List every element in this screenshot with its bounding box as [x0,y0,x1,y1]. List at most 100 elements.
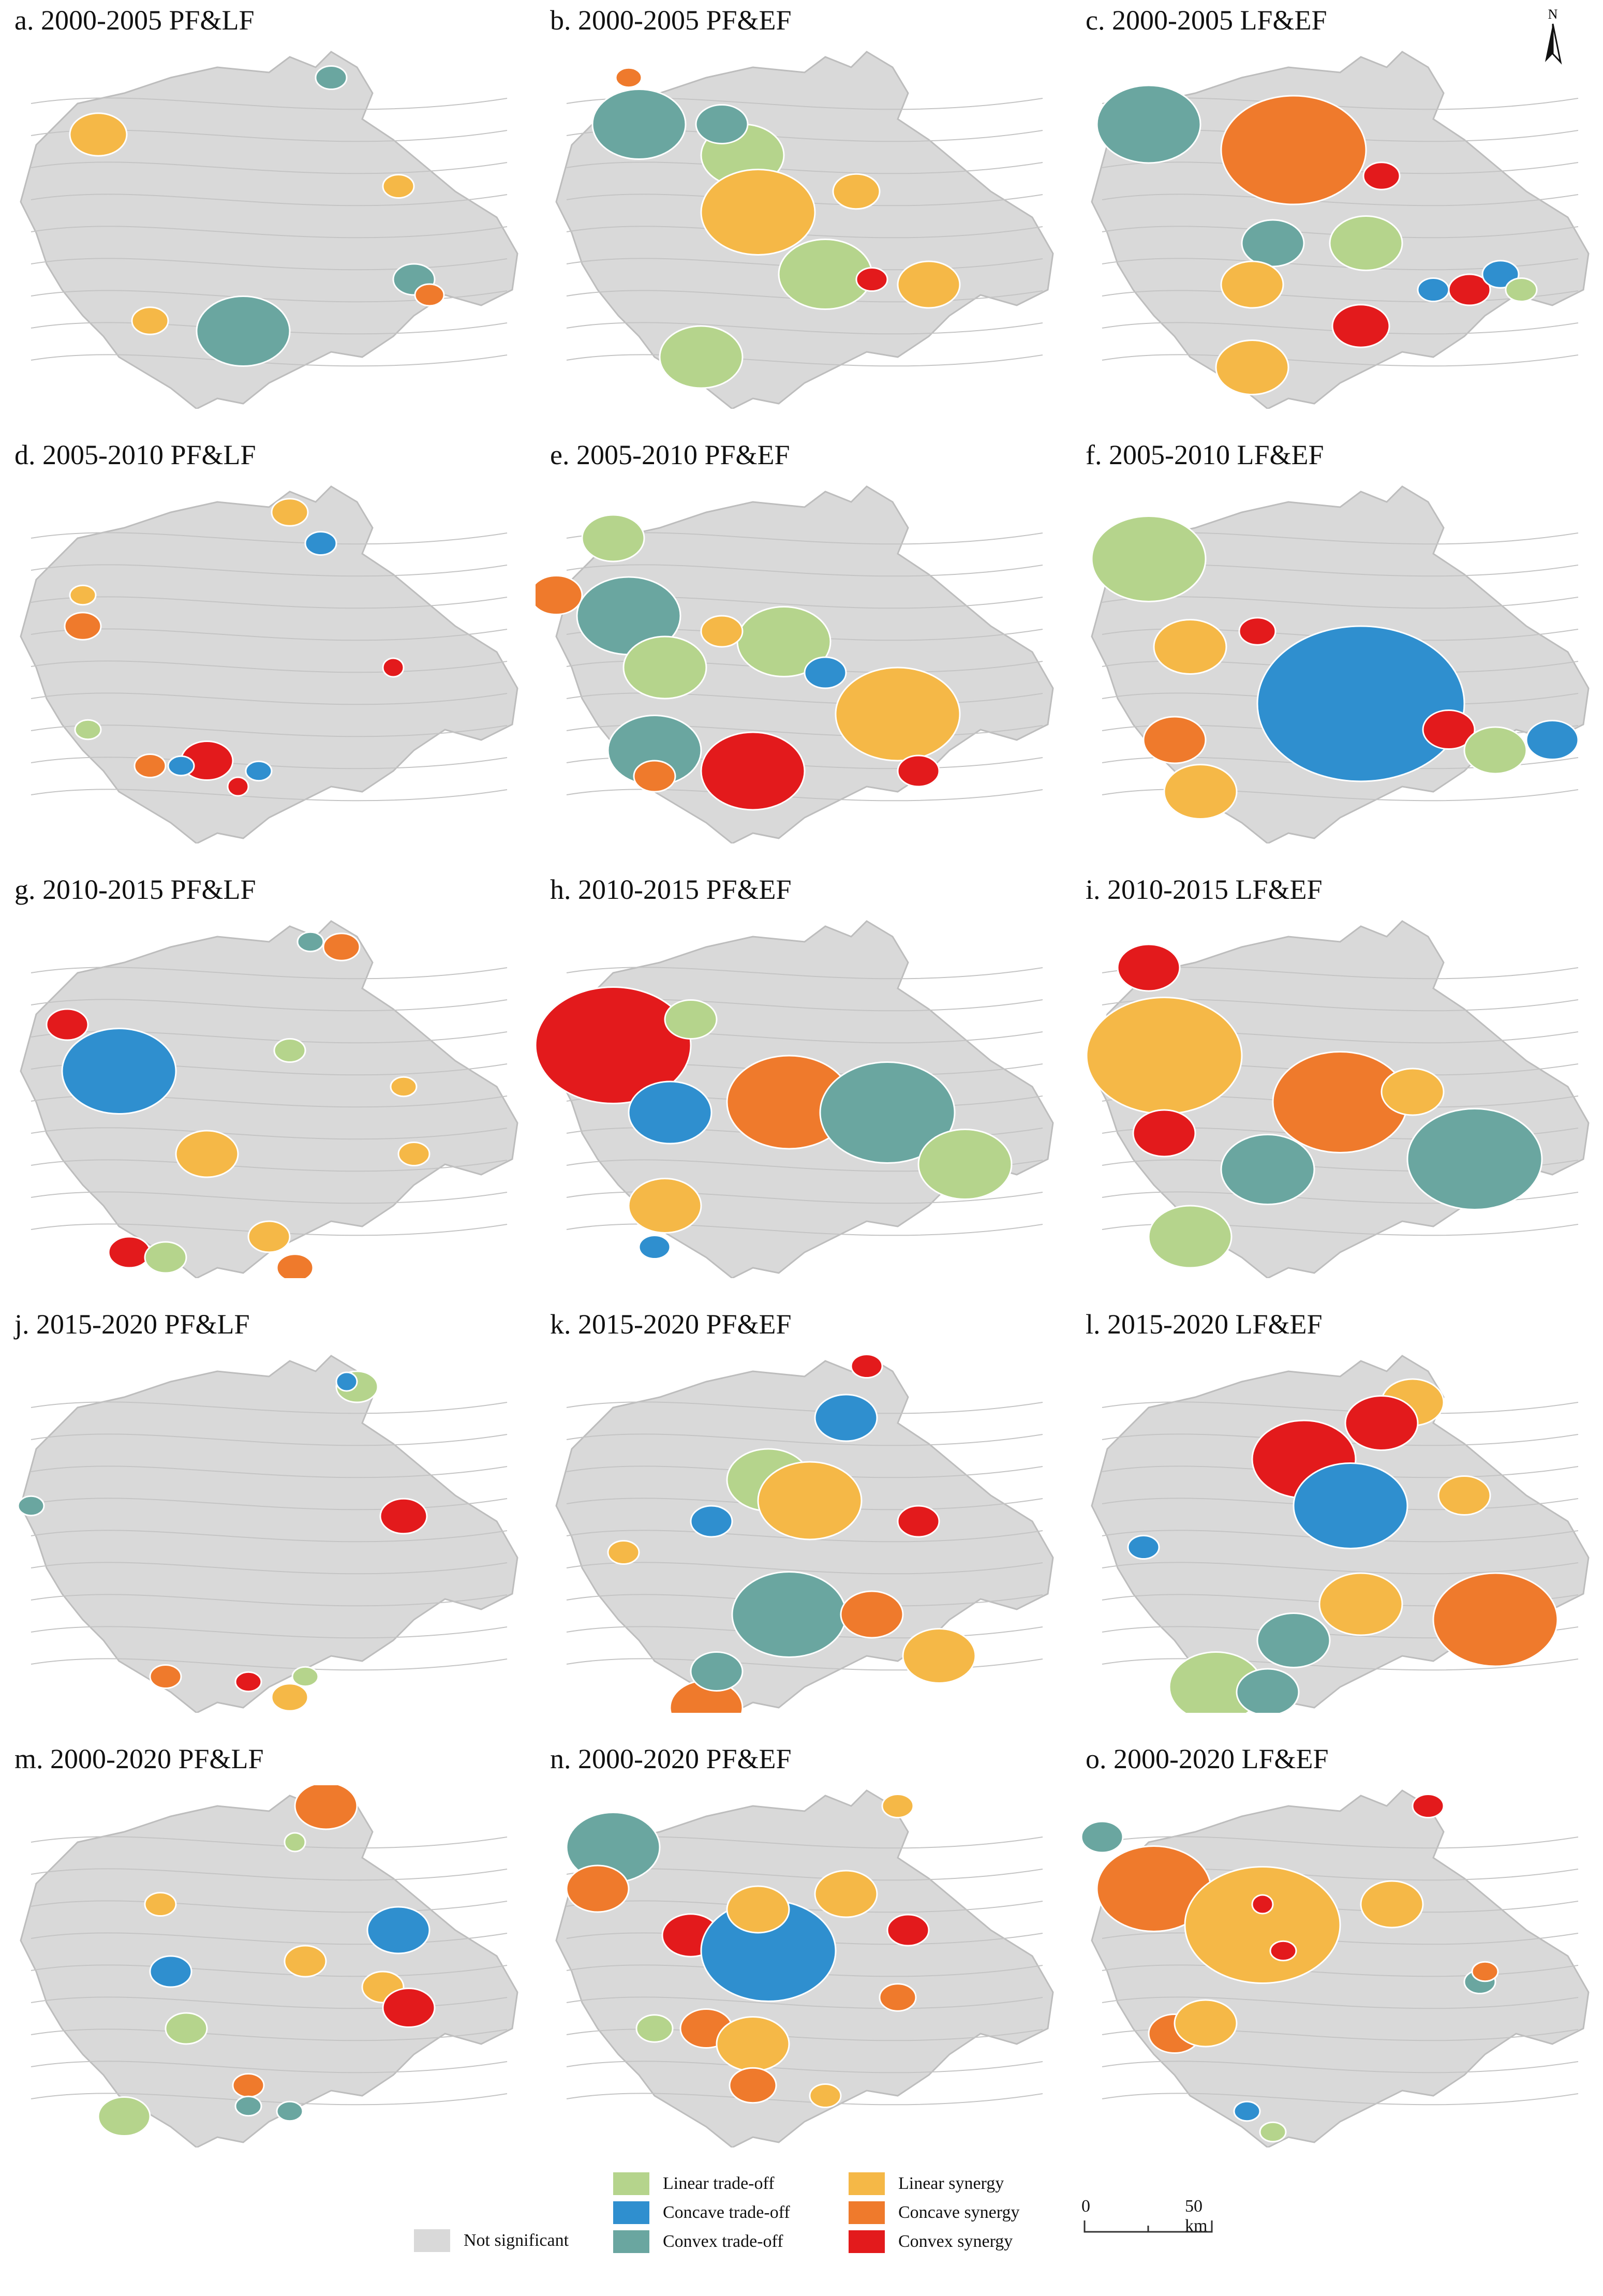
county-boundary-line [566,354,1043,367]
county-boundary-line [1102,1401,1579,1414]
county-boundary-line [1102,1996,1579,2009]
county-concave-tradeoff [245,760,273,782]
county-linear-tradeoff [659,325,744,389]
panel-g: g. 2010-2015 PF&LF [0,869,528,1294]
panel-g-label: g. 2010-2015 PF&LF [14,874,256,905]
county-boundary-line [566,967,1043,980]
county-linear-synergy [716,2016,790,2072]
panel-h-label: h. 2010-2015 PF&EF [550,874,792,905]
county-linear-synergy [397,1142,431,1166]
county-boundary-line [31,999,508,1012]
county-convex-synergy [1422,709,1476,750]
north-arrow-icon: N [1545,7,1562,65]
panel-a-label: a. 2000-2005 PF&LF [14,5,255,36]
county-convex-synergy [1132,1109,1196,1158]
county-boundary-line [1102,1836,1579,1849]
county-linear-synergy [271,1683,309,1712]
county-linear-synergy [1215,339,1289,395]
panel-l: l. 2015-2020 LF&EF [1071,1304,1599,1728]
county-boundary-line [31,194,508,206]
legend-swatch-convex-tradeoff [613,2230,649,2253]
legend-item-convex-synergy: Convex synergy [849,2226,1013,2257]
county-boundary-line [31,2061,508,2073]
county-linear-tradeoff [273,1038,306,1063]
panel-c-label: c. 2000-2005 LF&EF [1086,5,1327,36]
legend-item-linear-synergy: Linear synergy [849,2168,1004,2199]
county-boundary-line [31,660,508,673]
county-convex-tradeoff [690,1651,744,1692]
panel-m: m. 2000-2020 PF&LF [0,1739,528,2163]
county-concave-synergy [615,67,643,88]
county-boundary-line [31,1223,508,1236]
county-linear-synergy [144,1892,177,1917]
legend-item-convex-tradeoff: Convex trade-off [613,2226,783,2257]
county-concave-synergy [322,932,361,961]
legend-swatch-convex-synergy [849,2230,885,2253]
county-boundary-line [31,757,508,769]
legend: Not significant Linear trade-off Concave… [0,2163,1603,2296]
county-linear-synergy [700,169,816,256]
scale-label-zero: 0 [1081,2197,1090,2216]
county-convex-synergy [1331,304,1390,348]
county-linear-synergy [390,1076,418,1098]
county-boundary-line [31,1530,508,1543]
county-concave-synergy [276,1253,314,1278]
panel-b-map [555,51,1054,409]
legend-swatch-linear-tradeoff [613,2172,649,2195]
county-convex-tradeoff [819,1061,956,1164]
county-boundary-line [31,1868,508,1881]
panel-e: e. 2005-2010 PF&EF [536,435,1063,859]
county-convex-synergy [108,1236,151,1269]
panel-k: k. 2015-2020 PF&EF [536,1304,1063,1728]
legend-label-concave-synergy: Concave synergy [898,2203,1020,2222]
panel-d: d. 2005-2010 PF&LF [0,435,528,859]
county-linear-tradeoff [1148,1205,1233,1269]
county-convex-tradeoff [1256,1612,1331,1668]
county-concave-synergy [414,283,445,307]
county-linear-synergy [902,1628,976,1684]
county-concave-synergy [1142,716,1207,764]
county-linear-synergy [897,260,961,309]
county-concave-synergy [1432,1572,1559,1667]
county-convex-tradeoff [234,2095,262,2117]
county-concave-synergy [879,1983,917,2012]
county-linear-synergy [1086,997,1243,1115]
panel-h: h. 2010-2015 PF&EF [536,869,1063,1294]
county-convex-synergy [897,754,940,788]
county-convex-tradeoff [1080,1820,1124,1854]
legend-label-convex-synergy: Convex synergy [898,2232,1013,2251]
panel-i-map [1086,920,1590,1278]
county-boundary-line [31,789,508,802]
panel-l-label: l. 2015-2020 LF&EF [1086,1309,1323,1340]
panel-j: j. 2015-2020 PF&LF [0,1304,528,1728]
county-concave-tradeoff [61,1028,177,1115]
panel-l-map [1091,1355,1590,1713]
county-linear-synergy [1381,1068,1445,1116]
county-concave-synergy [294,1785,358,1830]
county-boundary-line [31,1127,508,1140]
north-arrow-right-half [1552,23,1562,65]
county-linear-synergy [809,2083,842,2108]
county-boundary-line [566,564,1043,577]
county-linear-synergy [247,1220,291,1253]
panel-a-map [20,51,518,409]
legend-label-convex-tradeoff: Convex trade-off [663,2232,783,2251]
county-boundary-line [566,2061,1043,2073]
panel-k-label: k. 2015-2020 PF&EF [550,1309,792,1340]
county-boundary-line [1102,1562,1579,1575]
county-linear-synergy [814,1870,878,1918]
county-concave-tradeoff [628,1080,713,1145]
county-concave-tradeoff [149,1955,192,1988]
panel-e-label: e. 2005-2010 PF&EF [550,439,790,470]
county-boundary-line [566,258,1043,271]
county-linear-tradeoff [664,999,718,1040]
county-linear-synergy [832,173,881,210]
county-linear-synergy [700,615,744,648]
county-boundary-line [1102,1658,1579,1671]
county-concave-tradeoff [638,1235,671,1260]
county-linear-tradeoff [622,635,707,700]
panel-g-map [20,920,518,1278]
county-linear-tradeoff [1329,215,1403,271]
county-concave-tradeoff [1481,260,1520,289]
county-linear-synergy [757,1461,863,1540]
